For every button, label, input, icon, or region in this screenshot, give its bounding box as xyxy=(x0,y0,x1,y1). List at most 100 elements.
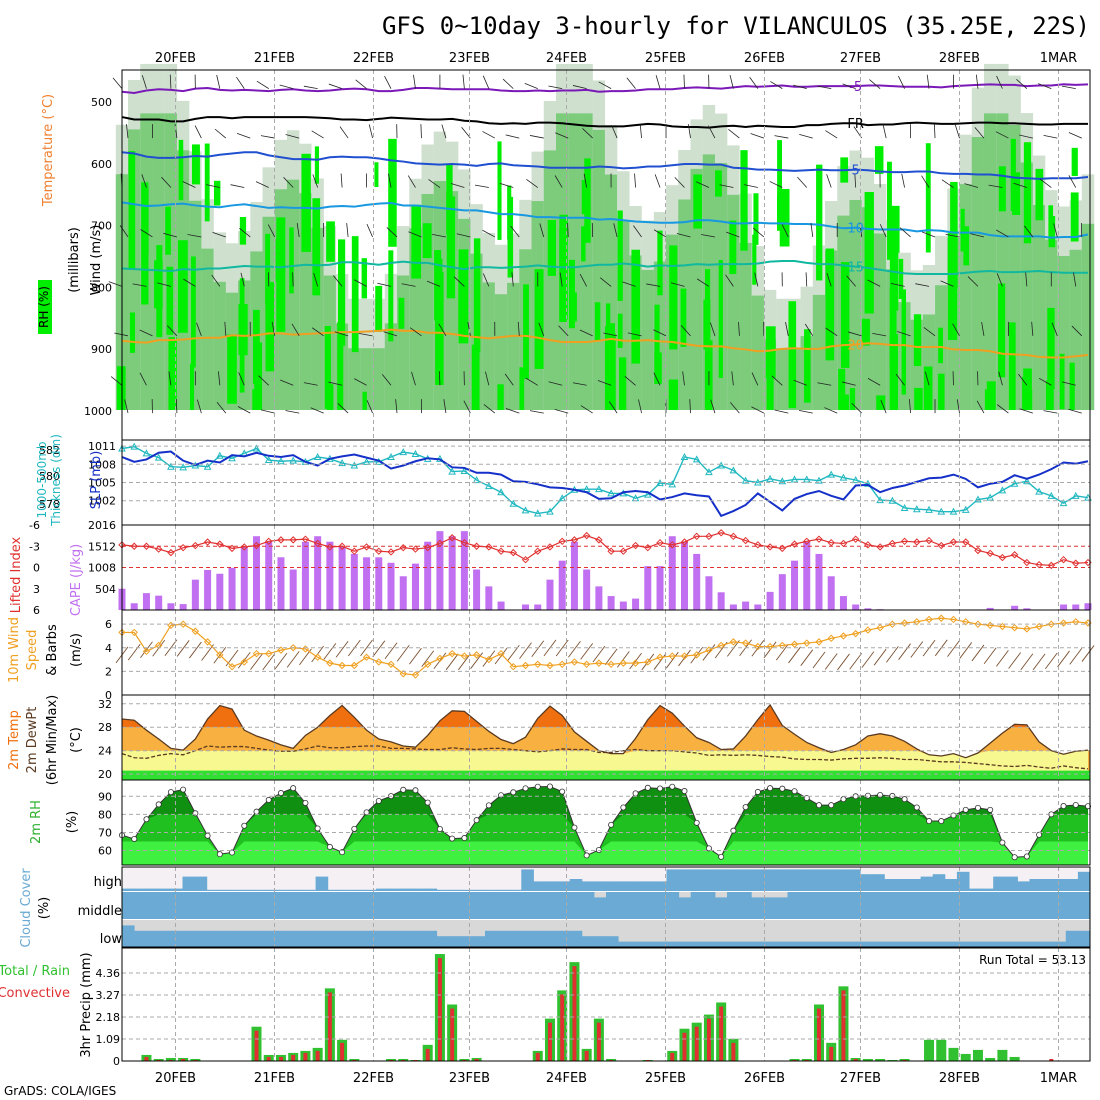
thickness-marker xyxy=(350,461,359,469)
isotherm-label: 20 xyxy=(847,338,864,353)
cloud-cover-bar xyxy=(412,930,425,947)
cloud-cover-bar xyxy=(448,936,462,947)
y-label-minmax: (6hr Min/Max) xyxy=(45,695,60,785)
cloud-cover-bar xyxy=(424,930,438,947)
cloud-cover-bar xyxy=(122,888,135,891)
surface-wind-barb xyxy=(140,641,153,659)
cloud-cover-bar xyxy=(134,892,147,919)
rh2m-marker xyxy=(229,849,236,856)
wind-barb xyxy=(846,275,856,287)
rh2m-marker xyxy=(180,786,187,793)
pressure-tick: 800 xyxy=(91,281,112,294)
cloud-cover-bar xyxy=(956,941,970,947)
rh-shading xyxy=(388,138,397,247)
surface-wind-barb xyxy=(384,642,398,659)
wind-speed-marker xyxy=(582,660,591,669)
cape-bar xyxy=(742,601,750,610)
rh2m-marker xyxy=(571,824,578,831)
wind-barb xyxy=(126,124,129,139)
cloud-cover-bar xyxy=(339,889,353,891)
y-label-rh: RH (%) xyxy=(37,286,51,328)
wind-speed-marker xyxy=(313,653,322,661)
cloud-cover-bar xyxy=(472,936,486,947)
surface-wind-barb xyxy=(1044,652,1058,670)
pressure-tick: 900 xyxy=(91,343,112,356)
wind-barb xyxy=(167,325,178,337)
precip-convective-bar xyxy=(352,1059,357,1061)
wind-barb xyxy=(701,234,716,238)
wind-barb xyxy=(413,74,416,89)
wind-speed-marker xyxy=(521,661,530,670)
rh-shading xyxy=(165,206,171,255)
thickness-marker xyxy=(313,452,322,460)
rh-shading xyxy=(729,220,737,274)
wind-barb xyxy=(218,371,221,386)
cloud-cover-bar xyxy=(400,888,413,891)
cloud-cover-bar xyxy=(569,892,583,919)
rh-shading xyxy=(669,245,678,350)
lifted-index-marker xyxy=(595,536,603,544)
wind-barb xyxy=(797,176,808,188)
wind-speed-marker xyxy=(326,659,334,667)
temp-tick: 32 xyxy=(98,698,112,711)
cape-bar xyxy=(827,576,835,610)
cape-bar xyxy=(570,541,578,610)
precip-convective-bar xyxy=(816,1008,821,1061)
rh-shading xyxy=(497,141,502,240)
lifted-index-marker xyxy=(570,536,579,544)
rh2m-marker xyxy=(400,786,407,793)
wind-barb xyxy=(548,85,563,90)
wind-barb xyxy=(499,183,514,188)
wind-speed-marker xyxy=(558,660,566,669)
lifted-index-marker xyxy=(631,541,640,550)
cloud-cover-bar xyxy=(122,925,135,947)
cloud-cover-bar xyxy=(1077,892,1091,919)
wind-barb xyxy=(583,173,588,188)
rh-shading xyxy=(471,344,480,410)
cloud-cover-bar xyxy=(835,941,849,947)
cloud-cover-bar xyxy=(751,897,764,919)
surface-wind-barb xyxy=(629,652,642,670)
wind-barb xyxy=(933,124,936,139)
precip-convective-bar xyxy=(719,1006,724,1061)
surface-wind-barb xyxy=(910,641,924,658)
surface-wind-barb xyxy=(470,652,483,669)
cloud-cover-bar xyxy=(751,869,764,891)
wind-speed-marker xyxy=(228,662,236,671)
wind-speed-marker xyxy=(962,618,970,626)
surface-wind-barb xyxy=(959,642,973,659)
cloud-cover-bar xyxy=(702,941,716,947)
cloud-cover-bar xyxy=(521,930,534,947)
wind-barb xyxy=(726,231,740,238)
wind-barb xyxy=(463,400,471,414)
surface-wind-barb xyxy=(127,643,141,661)
cloud-cover-bar xyxy=(521,892,534,919)
cloud-cover-bar xyxy=(872,892,885,919)
cloud-cover-bar xyxy=(400,892,413,919)
thickness-marker xyxy=(338,459,346,467)
rh2m-marker xyxy=(302,799,309,806)
cloud-cover-bar xyxy=(255,889,268,891)
precip-total-bar xyxy=(985,1057,996,1061)
rh2m-marker xyxy=(583,852,590,859)
wind-barb xyxy=(774,409,789,414)
cloud-cover-bar xyxy=(787,941,801,947)
rh-shading xyxy=(963,226,970,266)
precip-convective-bar xyxy=(327,992,332,1061)
rh2m-marker xyxy=(143,816,150,823)
wind-barb xyxy=(579,273,588,287)
cloud-cover-bar xyxy=(993,941,1006,947)
cloud-cover-bar xyxy=(230,889,244,891)
cloud-cover-bar xyxy=(351,930,365,947)
y-label-cape: CAPE (J/kg) xyxy=(69,544,84,616)
cape-bar xyxy=(1023,608,1031,610)
rh-shading xyxy=(581,226,586,262)
precip-convective-bar xyxy=(547,1022,552,1061)
wind-speed-marker xyxy=(546,661,554,670)
thickness-line xyxy=(121,445,1089,515)
cloud-cover-bar xyxy=(920,941,934,947)
rh2m-marker xyxy=(241,822,248,829)
cloud-cover-bar xyxy=(436,889,450,891)
cloud-cover-bar xyxy=(618,892,631,919)
wind-speed-marker xyxy=(1010,624,1019,632)
